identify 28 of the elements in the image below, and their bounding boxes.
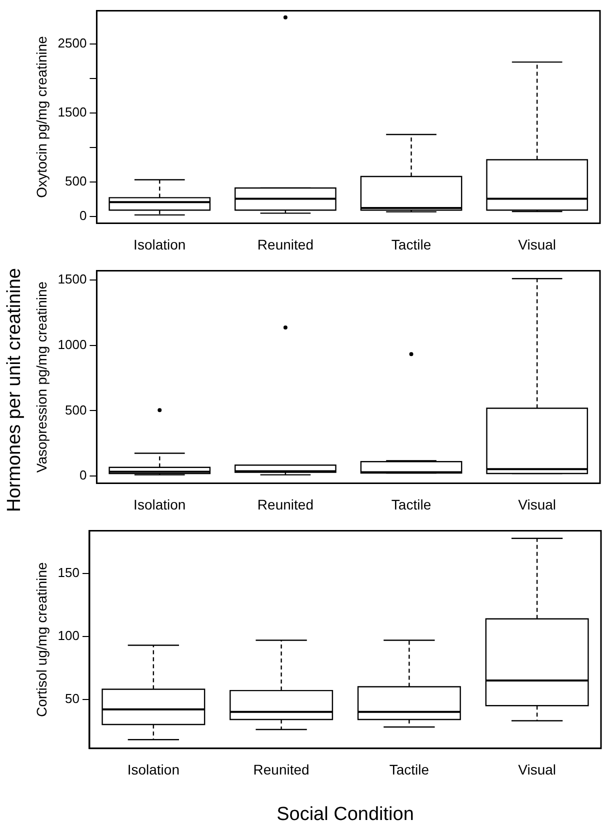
y-tick-label: 100 [58,628,80,644]
y-tick-label: 500 [65,173,87,188]
x-tick-label: Reunited [253,762,310,778]
x-tick-label: Visual [518,762,556,778]
x-tick-label: Visual [518,496,556,512]
y-axis-title: Vasopression pg/mg creatinine [33,281,50,473]
y-axis-title: Oxytocin pg/mg creatinine [33,36,50,198]
y-tick-label: 150 [58,565,80,580]
x-tick-label: Reunited [257,496,314,512]
x-tick-label: Tactile [391,236,432,252]
x-axis-title: Social Condition [276,804,414,825]
x-tick-label: Isolation [127,762,180,778]
y-tick-label: 50 [65,690,80,706]
y-axis-title: Cortisol ug/mg creatinine [33,562,50,718]
x-tick-label: Tactile [389,762,430,778]
y-tick-label: 1500 [58,272,87,287]
y-tick-label: 500 [65,402,87,418]
x-tick-label: Reunited [257,236,314,252]
y-tick-label: 1000 [58,336,87,352]
text: Hormones per unit creatinine [4,268,26,512]
y-tick-label: 0 [79,208,87,223]
x-tick-label: Tactile [391,496,432,512]
x-tick-label: Isolation [134,496,186,512]
y-tick-label: 1500 [58,104,87,120]
y-tick-label: 0 [79,468,87,483]
y-tick-label: 2500 [58,35,87,50]
x-tick-label: Visual [518,236,556,252]
x-tick-label: Isolation [134,236,186,252]
